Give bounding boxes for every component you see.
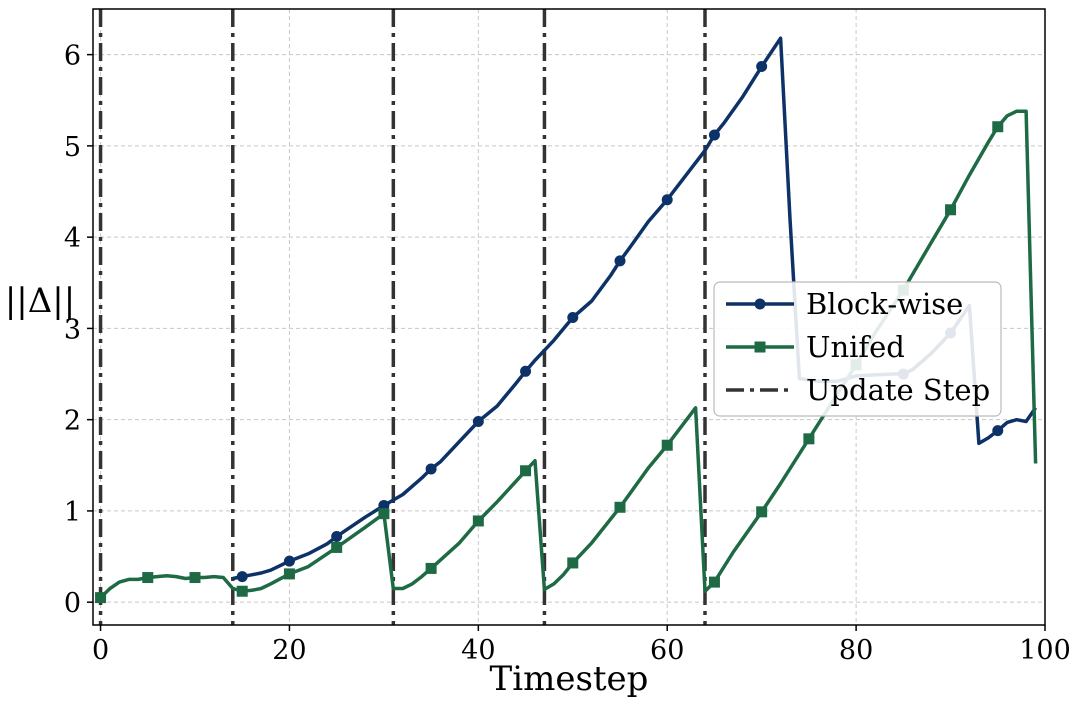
x-tick-label: 100 [1019, 635, 1071, 666]
data-point-marker [803, 433, 815, 445]
data-point-marker [142, 572, 154, 584]
data-point-marker [283, 555, 295, 567]
data-point-marker [661, 194, 673, 206]
y-tick-label: 6 [64, 41, 81, 72]
data-point-marker [331, 541, 343, 553]
data-point-marker [425, 562, 437, 574]
x-axis-label: Timestep [490, 659, 649, 699]
data-point-marker [756, 60, 768, 72]
data-point-marker [520, 365, 532, 377]
data-point-marker [331, 530, 343, 542]
data-point-marker [661, 439, 673, 451]
data-point-marker [95, 592, 107, 604]
data-point-marker [472, 515, 484, 527]
data-point-marker [945, 204, 957, 216]
x-tick-label: 60 [650, 635, 684, 666]
legend-marker [754, 298, 766, 310]
data-point-marker [614, 501, 626, 513]
data-point-marker [614, 255, 626, 267]
y-tick-label: 3 [64, 314, 81, 345]
data-point-marker [283, 568, 295, 580]
data-point-marker [708, 129, 720, 141]
data-point-marker [378, 508, 390, 520]
y-tick-label: 5 [64, 132, 81, 163]
data-point-marker [992, 121, 1004, 133]
data-point-marker [756, 506, 768, 518]
y-tick-label: 2 [64, 406, 81, 437]
y-tick-label: 1 [64, 497, 81, 528]
legend-marker [754, 341, 766, 353]
data-point-marker [425, 463, 437, 475]
data-point-marker [520, 465, 532, 477]
data-point-marker [567, 557, 579, 569]
x-tick-label: 80 [839, 635, 873, 666]
x-tick-label: 20 [272, 635, 306, 666]
axis-ticks: 0 20 40 60 80 100 0 1 2 3 4 5 6 [64, 41, 1071, 666]
data-point-marker [992, 425, 1004, 437]
data-point-marker [567, 311, 579, 323]
data-point-marker [189, 572, 201, 584]
data-point-marker [472, 415, 484, 427]
y-axis-label: ||Δ|| [5, 281, 75, 321]
plot-frame [92, 8, 1046, 626]
legend-label: Update Step [806, 373, 990, 407]
legend-label: Block-wise [806, 287, 963, 321]
legend-box [713, 281, 1002, 417]
x-tick-label: 0 [92, 635, 109, 666]
data-point-marker [236, 585, 248, 597]
legend-label: Unifed [806, 330, 905, 364]
legend: Block-wise Unifed Update Step [713, 281, 1002, 417]
update-step-lines [98, 9, 707, 625]
y-tick-label: 0 [64, 588, 81, 619]
x-tick-label: 40 [461, 635, 495, 666]
y-tick-label: 4 [64, 223, 81, 254]
data-point-marker [708, 576, 720, 588]
data-point-marker [236, 571, 248, 583]
